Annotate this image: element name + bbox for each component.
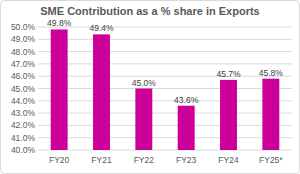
x-tick-label: FY23 [176,155,197,165]
y-tick-label: 50.0% [11,22,36,32]
y-tick-label: 41.0% [11,133,36,143]
bars [51,29,280,150]
data-label: 45.7% [216,69,241,79]
bar [262,79,279,150]
grid-line [38,100,292,101]
grid-line [38,76,292,77]
chart-border [1,1,300,174]
chart-container: SME Contribution as a % share in Exports… [0,0,300,174]
bar [93,34,110,150]
y-tick-label: 40.0% [11,145,36,155]
bar [178,106,195,150]
data-label: 49.4% [89,23,114,33]
y-tick-label: 49.0% [11,34,36,44]
grid-line [38,88,292,89]
bar [220,80,237,150]
data-label: 45.0% [132,78,157,88]
chart-svg: SME Contribution as a % share in Exports… [0,0,300,174]
data-label: 43.6% [174,95,199,105]
grid-line [38,51,292,52]
grid-line [38,137,292,138]
x-tick-label: FY22 [134,155,155,165]
x-tick-label: FY21 [91,155,112,165]
y-tick-label: 42.0% [11,120,36,130]
grid-line [38,63,292,64]
y-tick-label: 48.0% [11,47,36,57]
grid-line [38,39,292,40]
x-tick-label: FY20 [49,155,70,165]
x-tick-label: FY24 [218,155,239,165]
bar [135,89,152,151]
y-tick-label: 47.0% [11,59,36,69]
title: SME Contribution as a % share in Exports [40,5,259,17]
x-tick-label: FY25* [259,155,283,165]
y-tick-label: 44.0% [11,96,36,106]
data-label: 45.8% [259,68,284,78]
grid-line [38,150,292,151]
data-label: 49.8% [47,18,72,28]
y-tick-label: 43.0% [11,108,36,118]
y-tick-label: 46.0% [11,71,36,81]
bar [51,29,68,150]
grid-line [38,125,292,126]
grid-line [38,113,292,114]
grid-line [38,27,292,28]
y-tick-label: 45.0% [11,84,36,94]
